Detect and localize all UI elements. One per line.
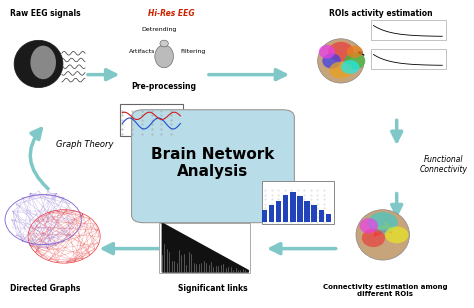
FancyBboxPatch shape [371,20,446,39]
Text: Filtering: Filtering [181,49,206,54]
Ellipse shape [385,226,408,243]
Ellipse shape [329,62,353,79]
Ellipse shape [362,229,385,247]
Text: Directed Graphs: Directed Graphs [10,284,81,293]
FancyBboxPatch shape [132,110,294,223]
FancyBboxPatch shape [159,223,250,273]
Text: Artifacts: Artifacts [129,49,155,54]
Ellipse shape [346,46,363,58]
Text: Pre-processing: Pre-processing [132,82,197,91]
Text: Raw EEG signals: Raw EEG signals [10,9,81,18]
Bar [269,205,274,222]
Text: Graph Theory: Graph Theory [56,140,114,149]
Ellipse shape [328,42,354,62]
Bar [262,210,267,222]
Text: Connectivity estimation among
different ROIs: Connectivity estimation among different … [323,284,447,297]
Bar [326,213,331,222]
Ellipse shape [318,39,364,83]
FancyBboxPatch shape [371,49,446,69]
Ellipse shape [30,46,56,79]
Bar [276,201,282,222]
Text: Functional
Connectivity: Functional Connectivity [419,155,467,174]
Ellipse shape [160,40,168,47]
Ellipse shape [345,52,365,69]
FancyBboxPatch shape [120,103,183,136]
Text: Brain Network
Analysis: Brain Network Analysis [151,147,274,179]
Ellipse shape [356,210,410,260]
Ellipse shape [322,53,341,69]
Text: Significant links: Significant links [178,284,248,293]
Ellipse shape [155,45,173,68]
Text: Detrending: Detrending [142,27,177,32]
Bar [304,201,310,222]
Text: Hi-Res EEG: Hi-Res EEG [148,9,194,18]
Bar [283,195,289,222]
Bar [297,196,302,222]
Bar [311,205,317,222]
Bar [291,192,295,222]
Ellipse shape [368,212,398,233]
FancyBboxPatch shape [262,181,334,224]
Text: ROIs activity estimation: ROIs activity estimation [328,9,432,18]
Ellipse shape [359,218,378,233]
Ellipse shape [341,60,359,74]
Bar [319,210,324,222]
Ellipse shape [319,45,335,59]
Ellipse shape [14,40,63,87]
